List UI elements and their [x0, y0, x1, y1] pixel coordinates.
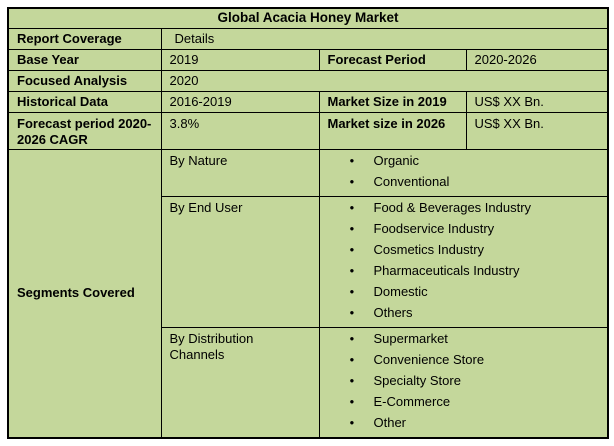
bullet-icon: ● [349, 202, 355, 212]
segment-group-by-end-user: By End User [160, 195, 320, 328]
bullet-icon: ● [349, 286, 355, 296]
report-coverage-label: Report Coverage [7, 27, 162, 50]
forecast-period-value: 2020-2026 [465, 48, 609, 71]
report-coverage-row: Report Coverage Details [7, 27, 609, 50]
bullet-icon: ● [349, 223, 355, 233]
segment-item: ● E-Commerce [350, 394, 600, 409]
segment-items-by-end-user: ● Food & Beverages Industry ● Foodservice I… [318, 195, 609, 328]
segment-item-label: Convenience Store [373, 351, 485, 367]
segment-items-by-distribution-channels: ● Supermarket ● Convenience Store ● Specialty… [318, 326, 609, 438]
segment-item: ● Specialty Store [350, 373, 600, 388]
bullet-icon: ● [349, 375, 355, 385]
market-size-2019-value: US$ XX Bn. [465, 90, 609, 113]
focused-analysis-label: Focused Analysis [7, 69, 162, 92]
market-size-2026-label: Market size in 2026 [318, 111, 467, 150]
title-row: Global Acacia Honey Market [7, 7, 609, 29]
segment-item: ● Others [350, 305, 600, 320]
bullet-icon: ● [349, 265, 355, 275]
forecast-period-label: Forecast Period [318, 48, 467, 71]
segment-item-label: Specialty Store [373, 372, 461, 388]
segment-item-label: Supermarket [373, 330, 448, 346]
forecast-cagr-row: Forecast period 2020-2026 CAGR 3.8% Mark… [7, 111, 609, 150]
market-report-table: Global Acacia Honey Market Report Covera… [7, 7, 610, 439]
segment-item: ● Foodservice Industry [350, 221, 600, 236]
base-year-row: Base Year 2019 Forecast Period 2020-2026 [7, 48, 609, 71]
bullet-icon: ● [349, 176, 355, 186]
segment-item: ● Organic [350, 153, 600, 168]
segment-item-label: Organic [373, 152, 420, 168]
by-end-user-list: ● Food & Beverages Industry ● Foodservice I… [328, 200, 600, 320]
bullet-icon: ● [349, 307, 355, 317]
historical-data-value: 2016-2019 [160, 90, 320, 113]
market-size-2026-value: US$ XX Bn. [465, 111, 609, 150]
segment-items-by-nature: ● Organic ● Conventional [318, 148, 609, 197]
by-distribution-channels-list: ● Supermarket ● Convenience Store ● Specialty… [328, 331, 600, 430]
segment-item: ● Domestic [350, 284, 600, 299]
focused-analysis-value: 2020 [160, 69, 609, 92]
bullet-icon: ● [349, 354, 355, 364]
bullet-icon: ● [349, 333, 355, 343]
segment-item-label: Others [373, 304, 413, 320]
historical-data-row: Historical Data 2016-2019 Market Size in… [7, 90, 609, 113]
by-nature-list: ● Organic ● Conventional [328, 153, 600, 189]
table-title: Global Acacia Honey Market [7, 7, 609, 29]
forecast-cagr-label: Forecast period 2020-2026 CAGR [7, 111, 162, 150]
bullet-icon: ● [349, 396, 355, 406]
segment-item: ● Food & Beverages Industry [350, 200, 600, 215]
bullet-icon: ● [349, 244, 355, 254]
segment-group-by-nature: By Nature [160, 148, 320, 197]
historical-data-label: Historical Data [7, 90, 162, 113]
segment-item-label: Foodservice Industry [373, 220, 495, 236]
segment-item: ● Supermarket [350, 331, 600, 346]
segment-item-label: Food & Beverages Industry [373, 199, 532, 215]
market-size-2019-label: Market Size in 2019 [318, 90, 467, 113]
segment-item-label: E-Commerce [373, 393, 451, 409]
segment-group-by-distribution-channels: By Distribution Channels [160, 326, 320, 438]
segment-item-label: Pharmaceuticals Industry [373, 262, 520, 278]
segment-item-label: Domestic [373, 283, 428, 299]
segment-item-label: Cosmetics Industry [373, 241, 485, 257]
report-coverage-value: Details [160, 27, 609, 50]
bullet-icon: ● [349, 155, 355, 165]
segment-item: ● Other [350, 415, 600, 430]
segment-item: ● Cosmetics Industry [350, 242, 600, 257]
segments-by-distribution-row: By Distribution Channels ● Supermarket ● Co… [8, 326, 609, 438]
segments-by-nature-row: Segments Covered By Nature ● Organic ● Conv… [7, 148, 609, 438]
bullet-icon: ● [349, 417, 355, 427]
segment-item-label: Conventional [373, 173, 450, 189]
base-year-value: 2019 [160, 48, 320, 71]
segments-by-end-user-row: By End User ● Food & Beverages Industry ● F… [8, 195, 609, 328]
focused-analysis-row: Focused Analysis 2020 [7, 69, 609, 92]
segment-item-label: Other [373, 414, 407, 430]
base-year-label: Base Year [7, 48, 162, 71]
segments-covered-label: Segments Covered [7, 148, 162, 438]
segment-item: ● Conventional [350, 174, 600, 189]
segment-item: ● Convenience Store [350, 352, 600, 367]
forecast-cagr-value: 3.8% [160, 111, 320, 150]
segment-item: ● Pharmaceuticals Industry [350, 263, 600, 278]
